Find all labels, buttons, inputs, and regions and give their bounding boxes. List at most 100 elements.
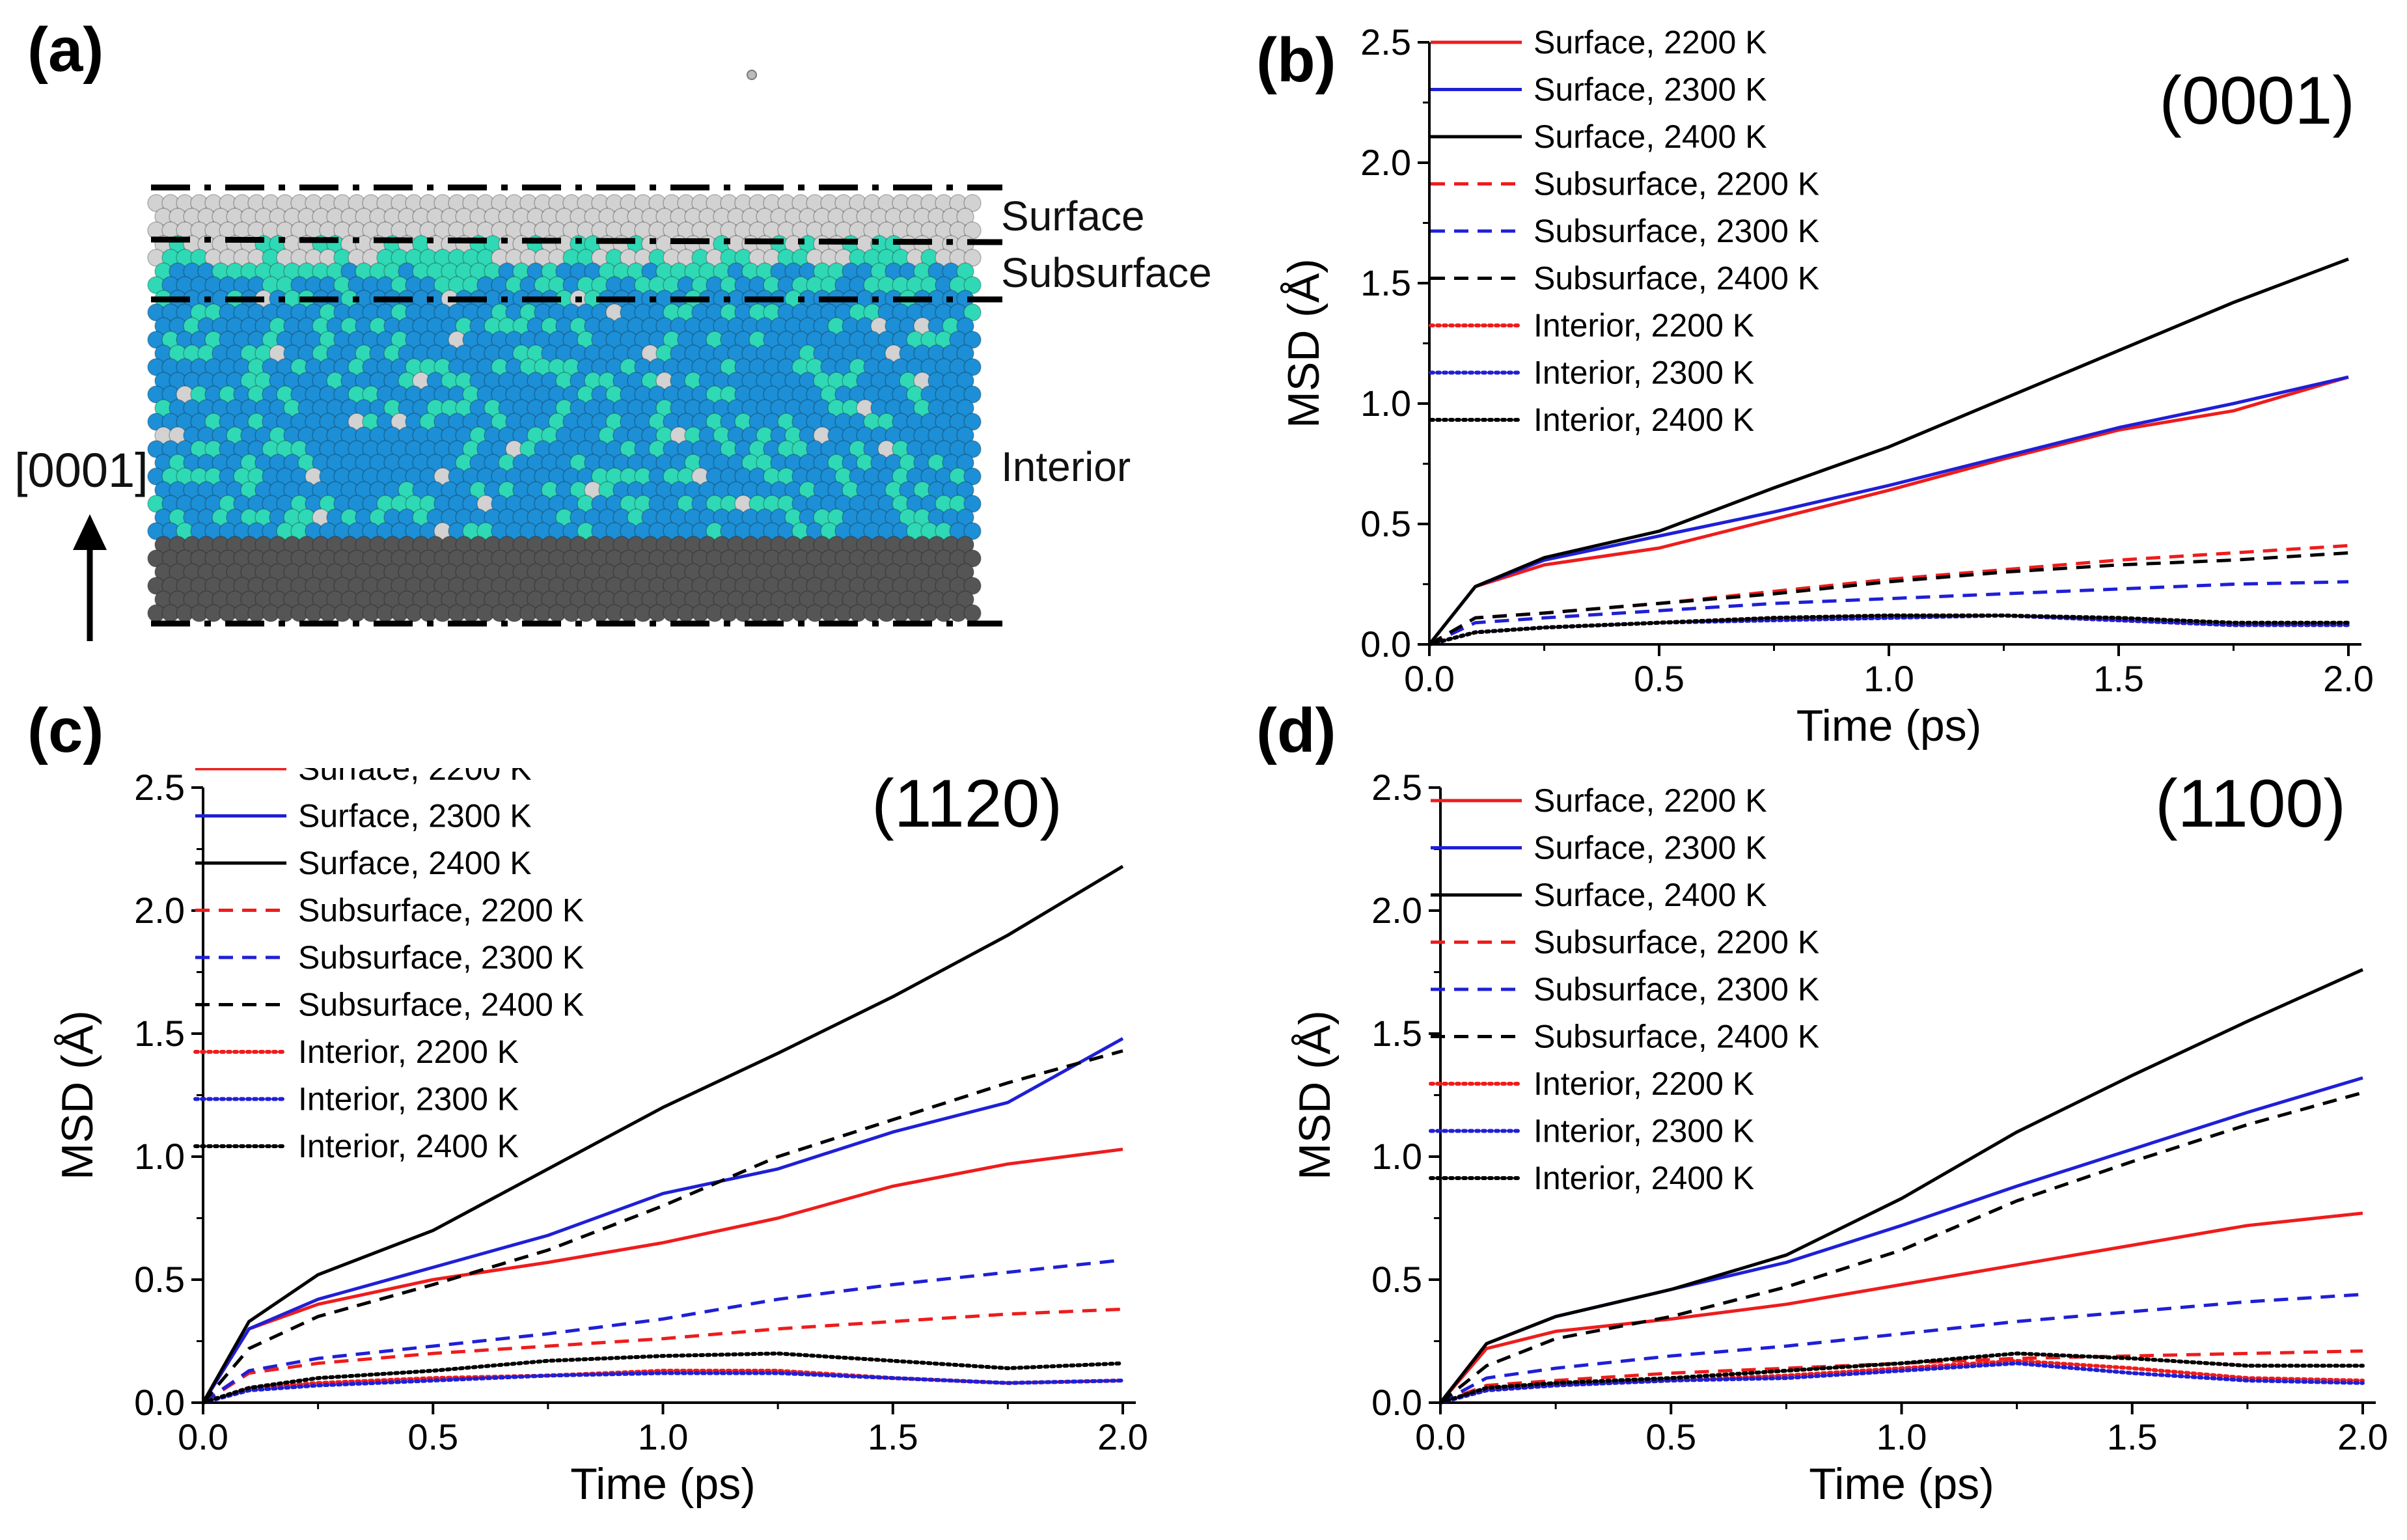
y-tick-label: 0.5 <box>1360 503 1411 544</box>
atom <box>963 549 982 568</box>
series-line <box>1428 543 2349 646</box>
legend-label: Surface, 2300 K <box>1534 72 1767 108</box>
legend-label: Interior, 2300 K <box>1534 355 1754 391</box>
series-line <box>1439 968 2364 1404</box>
legend-label: Surface, 2400 K <box>1534 877 1767 913</box>
layer-label-subsurface: Subsurface <box>1001 249 1212 296</box>
atom <box>956 454 974 472</box>
y-tick-label: 0.5 <box>134 1259 185 1300</box>
x-tick-label: 0.0 <box>1404 658 1455 699</box>
legend-label: Interior, 2400 K <box>298 1128 519 1164</box>
panel-label-a: (a) <box>27 15 104 85</box>
series-line <box>201 1368 1125 1405</box>
y-tick-label: 2.0 <box>134 890 185 931</box>
atom <box>963 221 982 240</box>
y-axis-label: MSD (Å) <box>1279 258 1328 428</box>
y-tick-label: 0.0 <box>1360 624 1411 665</box>
legend-label: Subsurface, 2300 K <box>298 939 584 976</box>
layer-label-interior: Interior <box>1001 443 1131 490</box>
legend-label: Subsurface, 2400 K <box>1534 260 1819 297</box>
series-line <box>1438 1361 2365 1405</box>
y-tick-label: 0.5 <box>1371 1259 1422 1300</box>
series-line <box>201 1371 1125 1405</box>
stray-atom <box>747 70 757 80</box>
legend-label: Surface, 2400 K <box>1534 118 1767 155</box>
legend-label: Surface, 2200 K <box>1534 24 1767 61</box>
y-tick-label: 2.5 <box>1360 21 1411 62</box>
atom <box>963 358 982 376</box>
y-tick-label: 1.5 <box>1371 1013 1422 1054</box>
legend-label: Surface, 2300 K <box>298 798 532 834</box>
x-axis-label: Time (ps) <box>570 1459 756 1509</box>
series-line <box>202 1258 1123 1405</box>
direction-label: [0001] <box>14 443 148 497</box>
atom <box>956 372 974 390</box>
y-tick-label: 2.5 <box>1371 768 1422 808</box>
atom <box>956 563 974 581</box>
legend-label: Subsurface, 2200 K <box>1534 166 1819 202</box>
layer-label-surface: Surface <box>1001 193 1145 240</box>
series-line <box>202 1307 1123 1405</box>
chart-panel-b: 0.0 0.5 1.0 1.5 2.0 0.0 0.5 1.0 1.5 2.0 2.5 Time (p… <box>1279 21 2374 750</box>
legend-label: Interior, 2200 K <box>1534 307 1754 344</box>
atom <box>963 194 982 212</box>
x-tick-label: 1.5 <box>868 1416 918 1457</box>
y-tick-label: 1.0 <box>134 1136 185 1177</box>
x-tick-label: 2.0 <box>2323 658 2374 699</box>
legend-label: Interior, 2300 K <box>1534 1113 1754 1149</box>
plane-annotation: (1120) <box>872 768 1062 842</box>
legend-label: Surface, 2200 K <box>1534 782 1767 819</box>
direction-arrow-head <box>73 514 107 550</box>
x-tick-label: 1.5 <box>2107 1416 2158 1457</box>
panel-label-d: (d) <box>1256 696 1336 765</box>
series-line <box>1428 551 2349 646</box>
y-tick-label: 1.5 <box>134 1013 185 1054</box>
atom <box>963 440 982 458</box>
y-tick-label: 2.0 <box>1360 142 1411 183</box>
y-tick-label: 2.0 <box>1371 890 1422 931</box>
x-tick-label: 1.0 <box>638 1416 689 1457</box>
x-tick-label: 0.5 <box>1645 1416 1696 1457</box>
atom <box>963 495 982 513</box>
legend-label: Subsurface, 2300 K <box>1534 971 1819 1008</box>
legend-label: Subsurface, 2300 K <box>1534 213 1819 249</box>
y-tick-label: 0.0 <box>1371 1382 1422 1423</box>
atom <box>963 467 982 486</box>
legend-label: Subsurface, 2400 K <box>298 987 584 1023</box>
y-tick-label: 1.0 <box>1360 383 1411 424</box>
legend-label: Interior, 2400 K <box>1534 402 1754 438</box>
atom <box>963 413 982 431</box>
y-tick-label: 1.5 <box>1360 262 1411 303</box>
y-tick-label: 0.0 <box>134 1382 185 1423</box>
atom <box>963 522 982 540</box>
series-line <box>201 1037 1124 1404</box>
panel-label-b: (b) <box>1256 25 1336 95</box>
legend-label: Interior, 2400 K <box>1534 1160 1754 1196</box>
atom <box>963 604 982 622</box>
x-tick-label: 0.5 <box>1634 658 1685 699</box>
series-line <box>1439 1091 2363 1404</box>
legend-label: Surface, 2300 K <box>1534 830 1767 866</box>
series-line <box>1428 580 2349 646</box>
atom <box>956 481 974 499</box>
atom <box>963 385 982 404</box>
plane-annotation: (1100) <box>2155 768 2346 842</box>
series-line <box>1427 613 2350 646</box>
x-tick-label: 1.0 <box>1877 1416 1927 1457</box>
x-tick-label: 0.0 <box>178 1416 228 1457</box>
atom <box>956 344 974 363</box>
boundary-line-surface <box>150 236 1003 245</box>
series-line <box>201 1351 1125 1405</box>
legend-label: Surface, 2400 K <box>298 845 532 881</box>
legend-label: Interior, 2200 K <box>298 1034 519 1070</box>
series-line <box>202 1049 1123 1404</box>
series-line <box>1428 375 2349 646</box>
atom <box>963 577 982 595</box>
atom <box>956 399 974 417</box>
x-tick-label: 1.0 <box>1864 658 1914 699</box>
legend-label: Interior, 2300 K <box>298 1081 519 1118</box>
plane-annotation-part: 100) <box>2210 768 2346 842</box>
atom <box>956 262 974 281</box>
y-tick-label: 1.0 <box>1371 1136 1422 1177</box>
atom <box>963 331 982 349</box>
